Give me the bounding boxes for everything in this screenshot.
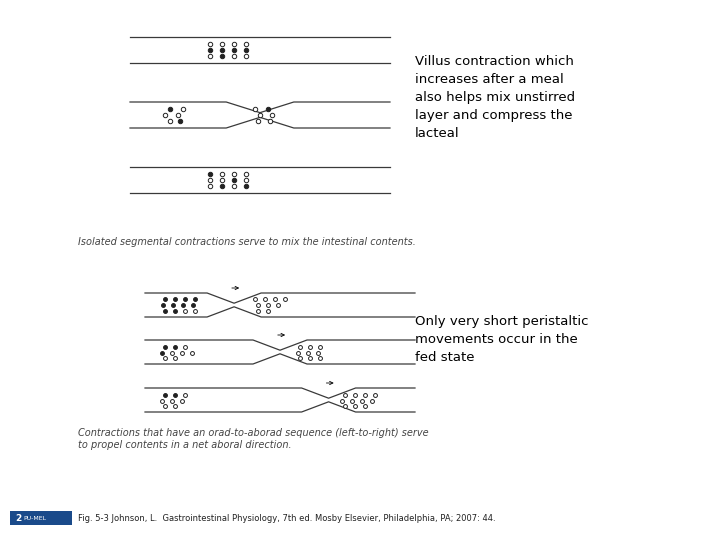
Text: Contractions that have an orad-to-aborad sequence (left-to-right) serve
to prope: Contractions that have an orad-to-aborad…: [78, 428, 428, 450]
Text: Fig. 5-3 Johnson, L.  Gastrointestinal Physiology, 7th ed. Mosby Elsevier, Phila: Fig. 5-3 Johnson, L. Gastrointestinal Ph…: [78, 514, 495, 523]
Text: Isolated segmental contractions serve to mix the intestinal contents.: Isolated segmental contractions serve to…: [78, 237, 416, 247]
Text: Only very short peristaltic
movements occur in the
fed state: Only very short peristaltic movements oc…: [415, 315, 588, 364]
Text: 2: 2: [15, 514, 22, 523]
Text: PU-MEL: PU-MEL: [23, 516, 46, 521]
FancyBboxPatch shape: [10, 511, 72, 525]
Text: Villus contraction which
increases after a meal
also helps mix unstirred
layer a: Villus contraction which increases after…: [415, 55, 575, 140]
